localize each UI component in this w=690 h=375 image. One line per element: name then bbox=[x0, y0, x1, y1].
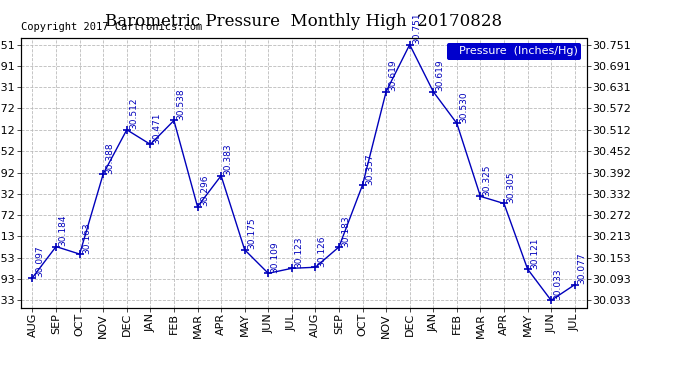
Text: 30.305: 30.305 bbox=[506, 171, 515, 203]
Text: 30.121: 30.121 bbox=[530, 237, 539, 268]
Text: 30.123: 30.123 bbox=[294, 237, 303, 268]
Text: 30.183: 30.183 bbox=[342, 215, 351, 247]
Text: 30.325: 30.325 bbox=[483, 165, 492, 196]
Text: 30.184: 30.184 bbox=[59, 215, 68, 246]
Text: 30.357: 30.357 bbox=[365, 153, 374, 184]
Text: 30.163: 30.163 bbox=[82, 222, 91, 254]
Text: 30.538: 30.538 bbox=[176, 88, 186, 120]
Text: 30.619: 30.619 bbox=[388, 60, 397, 91]
Legend: Pressure  (Inches/Hg): Pressure (Inches/Hg) bbox=[446, 43, 581, 60]
Text: 30.388: 30.388 bbox=[106, 142, 115, 174]
Text: 30.296: 30.296 bbox=[200, 175, 209, 206]
Text: Barometric Pressure  Monthly High  20170828: Barometric Pressure Monthly High 2017082… bbox=[105, 13, 502, 30]
Text: 30.471: 30.471 bbox=[152, 112, 161, 144]
Text: 30.077: 30.077 bbox=[577, 253, 586, 284]
Text: 30.033: 30.033 bbox=[553, 268, 562, 300]
Text: 30.619: 30.619 bbox=[435, 60, 444, 91]
Text: 30.109: 30.109 bbox=[270, 242, 279, 273]
Text: 30.175: 30.175 bbox=[247, 218, 256, 249]
Text: Copyright 2017 Cartronics.com: Copyright 2017 Cartronics.com bbox=[21, 22, 202, 32]
Text: 30.512: 30.512 bbox=[129, 98, 138, 129]
Text: 30.751: 30.751 bbox=[412, 13, 421, 44]
Text: 30.530: 30.530 bbox=[460, 92, 469, 123]
Text: 30.383: 30.383 bbox=[224, 144, 233, 176]
Text: 30.126: 30.126 bbox=[317, 236, 327, 267]
Text: 30.097: 30.097 bbox=[34, 246, 44, 277]
